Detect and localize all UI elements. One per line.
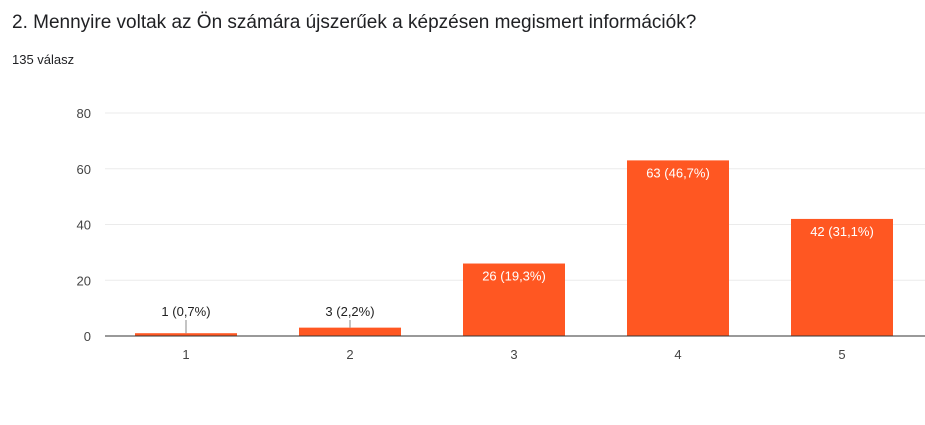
x-tick-label: 2	[346, 347, 353, 362]
bar-4	[627, 160, 729, 336]
data-label: 3 (2,2%)	[325, 304, 374, 319]
bar-2	[299, 327, 401, 336]
data-label: 1 (0,7%)	[161, 304, 210, 319]
y-tick-label: 0	[84, 329, 91, 344]
y-axis-ticks: 0 20 40 60 80	[77, 106, 91, 344]
x-tick-label: 5	[838, 347, 845, 362]
question-title: 2. Mennyire voltak az Ön számára újszerű…	[12, 12, 697, 33]
bars	[135, 160, 893, 336]
y-tick-label: 20	[77, 273, 91, 288]
bar-3	[463, 263, 565, 336]
y-tick-label: 60	[77, 162, 91, 177]
response-count: 135 válasz	[12, 52, 75, 67]
x-tick-label: 1	[182, 347, 189, 362]
bar-1	[135, 333, 237, 336]
data-label: 42 (31,1%)	[810, 224, 874, 239]
bar-5	[791, 218, 893, 336]
x-tick-label: 3	[510, 347, 517, 362]
x-axis-ticks: 1 2 3 4 5	[182, 347, 845, 362]
y-tick-label: 80	[77, 106, 91, 121]
data-label: 63 (46,7%)	[646, 165, 710, 180]
x-tick-label: 4	[674, 347, 681, 362]
data-label: 26 (19,3%)	[482, 269, 546, 284]
data-labels: 1 (0,7%) 3 (2,2%) 26 (19,3%) 63 (46,7%) 42 (…	[161, 165, 874, 334]
y-tick-label: 40	[77, 218, 91, 233]
